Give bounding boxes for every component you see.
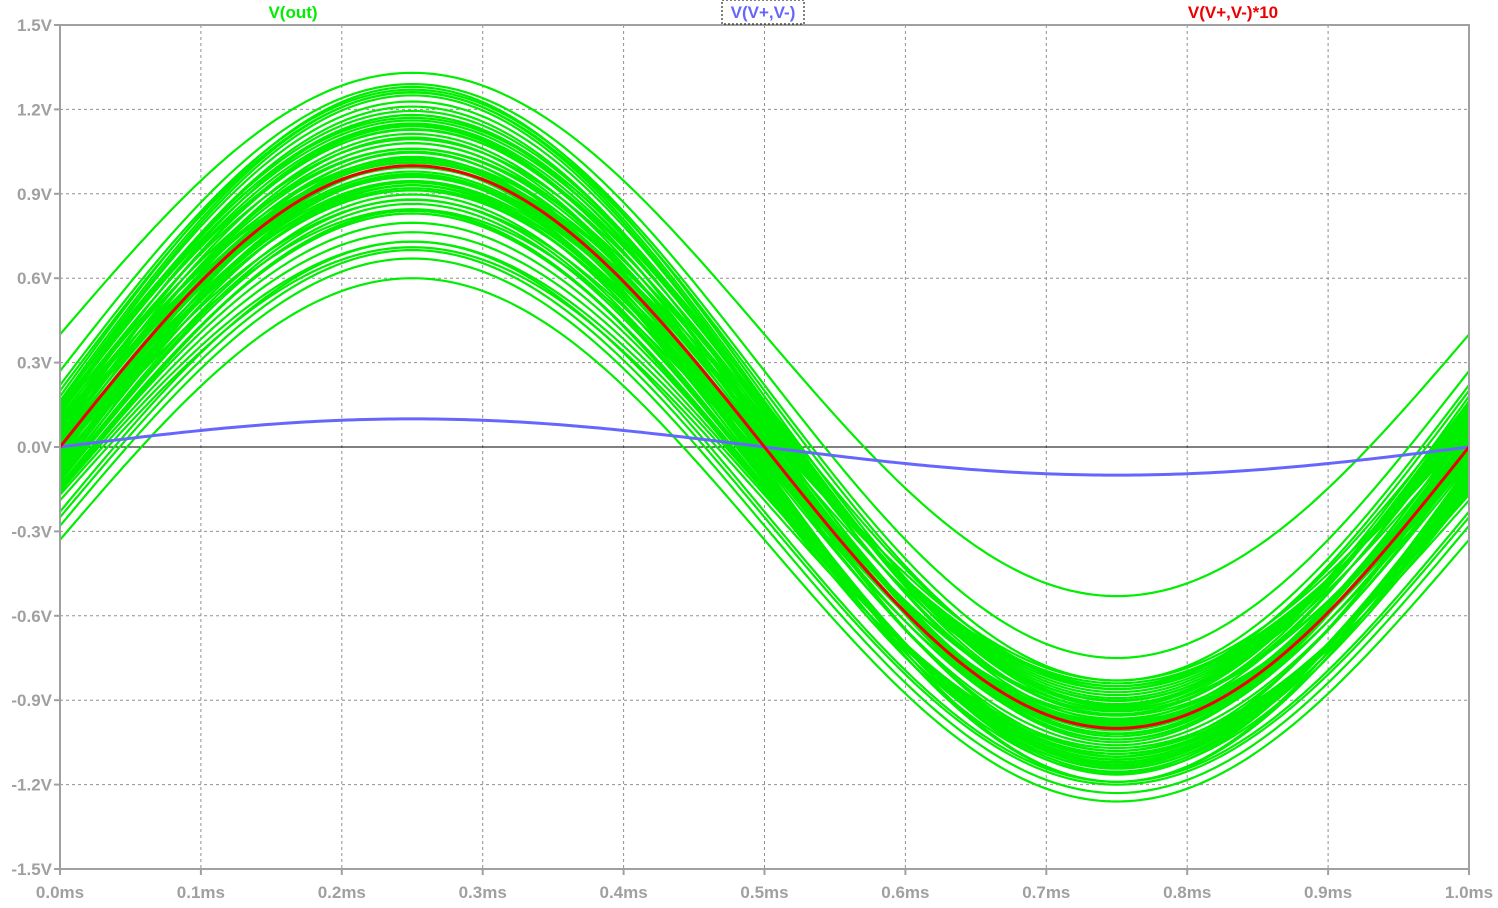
x-tick-label: 0.8ms [1163,883,1211,902]
x-tick-label: 0.3ms [459,883,507,902]
vout-trace [59,179,1470,726]
y-tick-label: 1.2V [17,100,53,119]
x-tick-label: 0.9ms [1304,883,1352,902]
x-axis-ticks: 0.0ms 0.1ms 0.2ms 0.3ms 0.4ms 0.5ms 0.6ms 0.7ms… [36,869,1493,902]
vout-trace [59,193,1470,764]
legend-selection-box [721,0,805,25]
vout-trace [59,202,1470,761]
vout-trace [59,128,1470,700]
vout-trace [59,123,1470,744]
vout-trace [59,174,1470,770]
y-tick-label: -0.6V [11,607,52,626]
vout-trace [59,277,1470,803]
vout-trace [59,90,1470,712]
vout-trace [59,109,1470,706]
vout-trace [59,248,1470,786]
vdiff10-trace [58,164,1471,730]
y-tick-label: 0.0V [17,438,53,457]
legend-item[interactable]: V(V+,V-)*10 [1188,3,1278,22]
y-tick-label: 0.3V [17,354,53,373]
y-tick-label: 0.9V [17,185,53,204]
x-tick-label: 1.0ms [1445,883,1493,902]
vout-trace [59,212,1470,758]
vout-trace [59,240,1470,783]
x-tick-label: 0.0ms [36,883,84,902]
x-tick-label: 0.6ms [881,883,929,902]
vdiff10-line [58,164,1471,730]
vout-trace [59,240,1470,750]
vout-trace [59,142,1470,738]
vout-trace [59,221,1470,756]
vout-trace [59,165,1470,773]
y-tick-label: 0.6V [17,269,53,288]
vout-trace [59,156,1470,691]
vout-trace [59,138,1470,697]
vout-trace [59,100,1470,709]
vout-trace [59,231,1470,753]
legend-item[interactable]: V(V+,V-) [731,3,796,22]
vout-trace [59,151,1470,735]
legend-item[interactable]: V(out) [268,3,317,22]
vout-trace [59,189,1470,723]
vout-trace [59,208,1470,717]
y-tick-label: -0.9V [11,691,52,710]
vout-trace [59,132,1470,741]
vout-trace [59,147,1470,694]
vout-trace [59,198,1470,720]
vout-trace [59,155,1470,776]
vout-trace [59,257,1470,795]
y-tick-label: -1.2V [11,776,52,795]
y-axis-ticks: 1.5V 1.2V 0.9V 0.6V 0.3V 0.0V -0.3V -0.6V -0.9V -… [11,16,60,879]
vout-trace [59,183,1470,767]
x-tick-label: 0.4ms [599,883,647,902]
y-tick-label: -1.5V [11,860,52,879]
vout-trace [59,175,1470,685]
x-tick-label: 0.5ms [740,883,788,902]
x-tick-label: 0.1ms [177,883,225,902]
x-tick-label: 0.2ms [318,883,366,902]
y-tick-label: -0.3V [11,522,52,541]
vout-trace [59,71,1470,598]
vout-trace [59,82,1470,660]
x-tick-label: 0.7ms [1022,883,1070,902]
y-tick-label: 1.5V [17,16,53,35]
legend[interactable]: V(out) V(V+,V-) V(V+,V-)*10 [268,0,1278,25]
vout-trace [59,119,1470,703]
